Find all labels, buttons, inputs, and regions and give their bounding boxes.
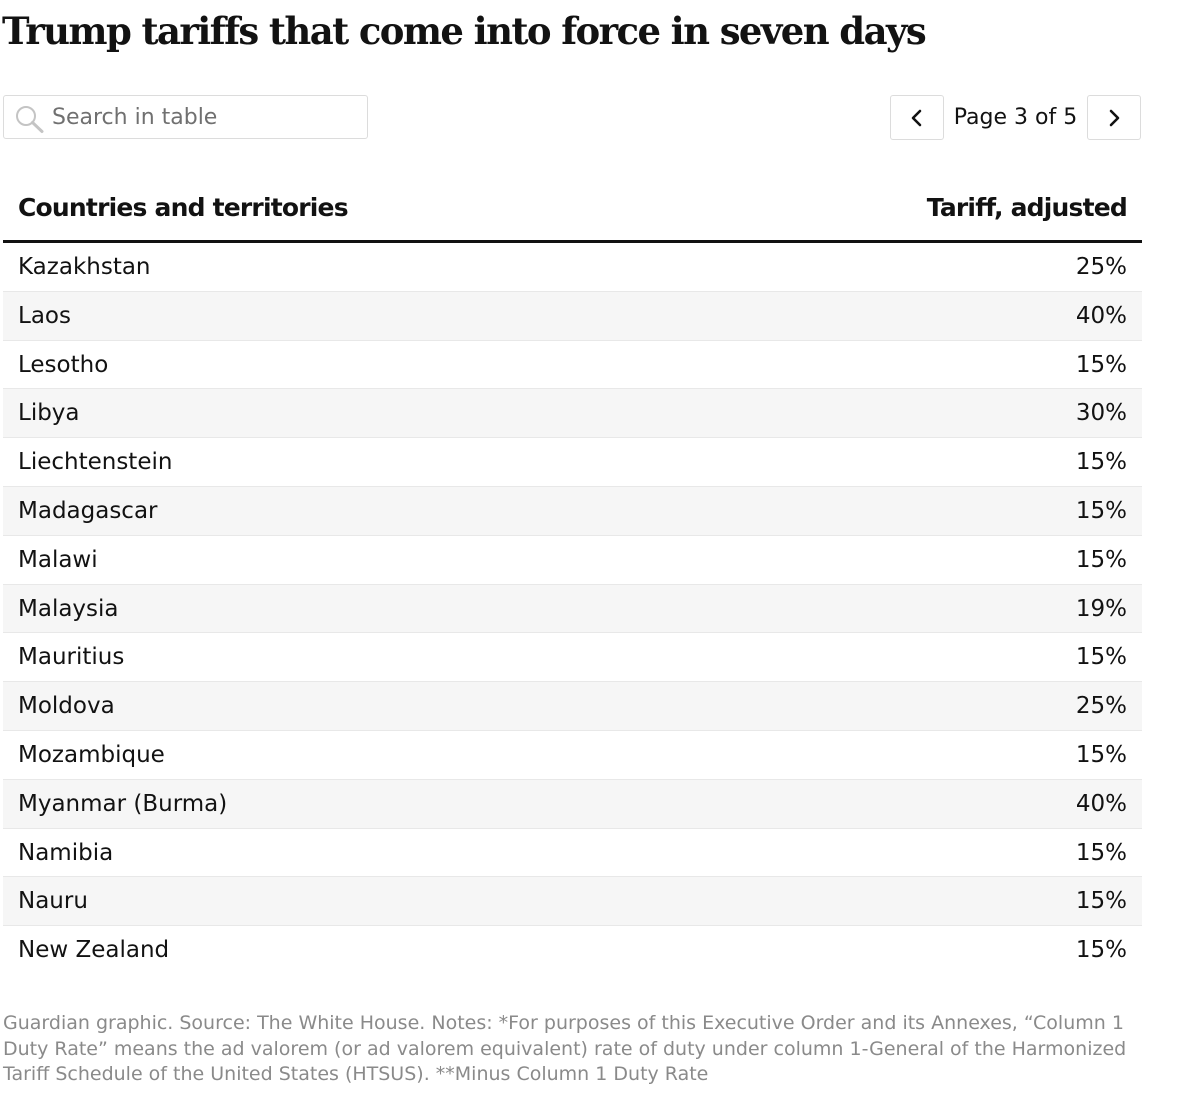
chevron-left-icon bbox=[911, 109, 922, 126]
table-row: Malaysia 19% bbox=[3, 584, 1142, 634]
tariff-cell: 15% bbox=[1075, 449, 1127, 476]
tariff-cell: 19% bbox=[1075, 595, 1127, 622]
tariff-cell: 25% bbox=[1075, 254, 1127, 280]
page-title: Trump tariffs that come into force in se… bbox=[2, 9, 927, 53]
search-input[interactable] bbox=[52, 97, 352, 137]
table-row: Madagascar 15% bbox=[3, 486, 1142, 536]
country-cell: Laos bbox=[18, 302, 71, 329]
search-box[interactable] bbox=[3, 95, 368, 139]
table-row: Malawi 15% bbox=[3, 536, 1142, 585]
tariff-cell: 15% bbox=[1075, 546, 1127, 573]
table-row: Mozambique 15% bbox=[3, 731, 1142, 780]
country-cell: Libya bbox=[18, 400, 80, 427]
next-page-button[interactable] bbox=[1087, 95, 1141, 140]
table-row: New Zealand 15% bbox=[3, 926, 1142, 975]
table-row: Libya 30% bbox=[3, 389, 1142, 439]
country-cell: Malawi bbox=[18, 546, 98, 573]
tariff-cell: 15% bbox=[1075, 888, 1127, 915]
country-cell: New Zealand bbox=[18, 937, 170, 964]
column-header-tariff[interactable]: Tariff, adjusted bbox=[926, 193, 1128, 222]
column-header-country[interactable]: Countries and territories bbox=[18, 193, 349, 222]
tariff-cell: 30% bbox=[1075, 400, 1127, 427]
tariff-table: Countries and territories Tariff, adjust… bbox=[3, 180, 1142, 975]
country-cell: Liechtenstein bbox=[18, 449, 173, 476]
tariff-cell: 40% bbox=[1075, 302, 1127, 329]
tariff-cell: 15% bbox=[1075, 351, 1127, 378]
tariff-cell: 25% bbox=[1075, 693, 1127, 720]
country-cell: Nauru bbox=[18, 888, 88, 915]
table-body: Kazakhstan 25% Laos 40% Lesotho 15% Liby… bbox=[3, 243, 1142, 975]
table-row: Namibia 15% bbox=[3, 829, 1142, 878]
table-row: Moldova 25% bbox=[3, 682, 1142, 731]
table-row: Lesotho 15% bbox=[3, 341, 1142, 390]
tariff-cell: 15% bbox=[1075, 497, 1127, 524]
tariff-cell: 15% bbox=[1075, 644, 1127, 671]
search-icon bbox=[16, 106, 44, 133]
tariff-cell: 15% bbox=[1075, 937, 1127, 964]
table-header: Countries and territories Tariff, adjust… bbox=[3, 180, 1142, 243]
country-cell: Mauritius bbox=[18, 644, 125, 671]
source-footnote: Guardian graphic. Source: The White Hous… bbox=[3, 1012, 1127, 1085]
country-cell: Lesotho bbox=[18, 351, 109, 378]
page-indicator: Page 3 of 5 bbox=[953, 105, 1078, 130]
table-row: Mauritius 15% bbox=[3, 633, 1142, 683]
country-cell: Malaysia bbox=[18, 595, 119, 622]
table-row: Laos 40% bbox=[3, 291, 1142, 341]
country-cell: Namibia bbox=[18, 839, 114, 866]
table-row: Myanmar (Burma) 40% bbox=[3, 779, 1142, 829]
chevron-right-icon bbox=[1109, 109, 1120, 126]
table-row: Liechtenstein 15% bbox=[3, 438, 1142, 487]
country-cell: Myanmar (Burma) bbox=[18, 790, 228, 817]
country-cell: Moldova bbox=[18, 693, 115, 720]
country-cell: Mozambique bbox=[18, 741, 165, 768]
country-cell: Madagascar bbox=[18, 497, 158, 524]
country-cell: Kazakhstan bbox=[18, 254, 151, 280]
table-row: Kazakhstan 25% bbox=[3, 243, 1142, 292]
tariff-cell: 15% bbox=[1075, 741, 1127, 768]
table-row: Nauru 15% bbox=[3, 877, 1142, 927]
tariff-cell: 15% bbox=[1075, 839, 1127, 866]
tariff-cell: 40% bbox=[1075, 790, 1127, 817]
prev-page-button[interactable] bbox=[890, 95, 944, 140]
